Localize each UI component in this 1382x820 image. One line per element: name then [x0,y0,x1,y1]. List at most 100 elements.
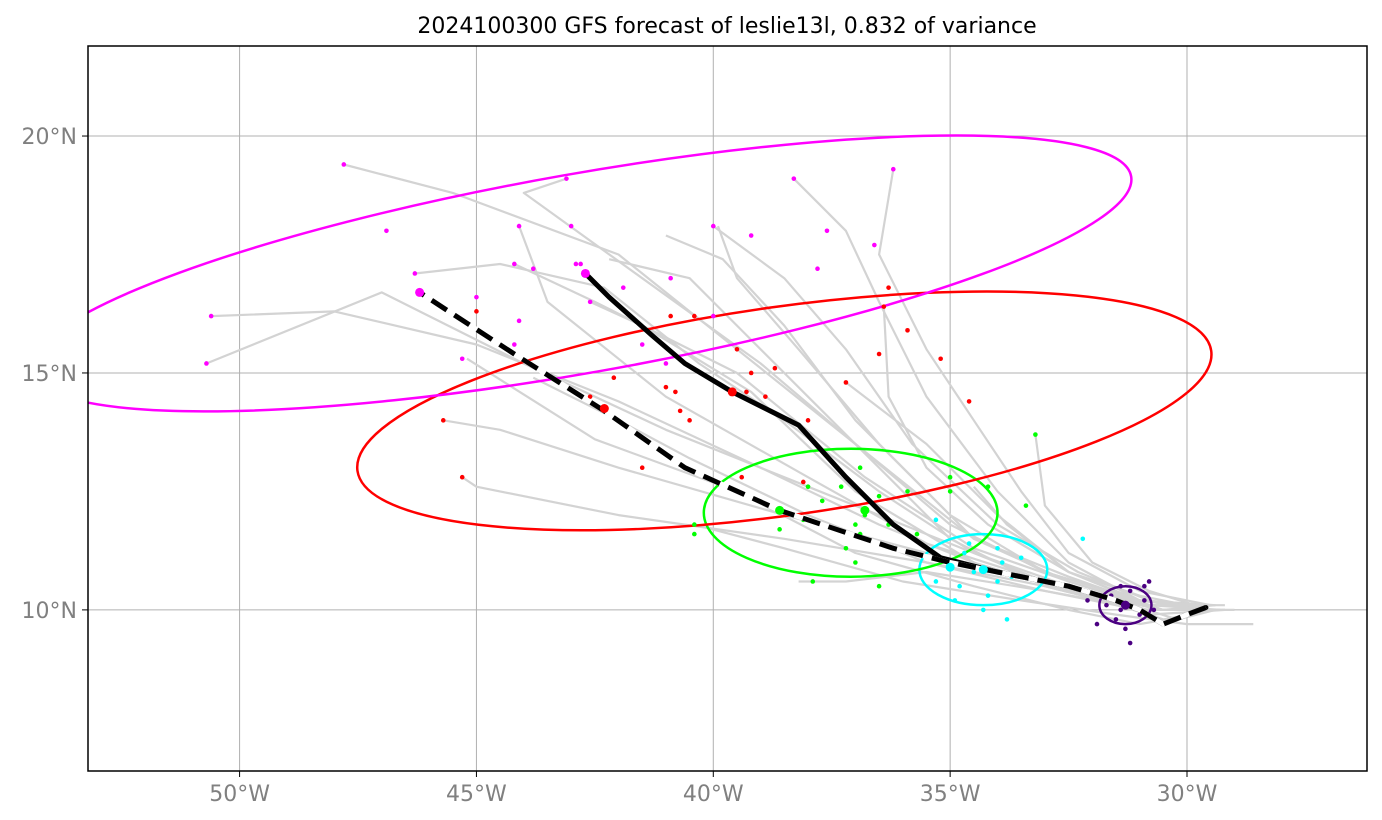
mean-position-marker [860,505,870,515]
ensemble-point-t1 [1104,602,1109,608]
ensemble-point-t2 [1004,617,1010,622]
ensemble-track-line [878,169,1211,607]
ensemble-point-t5 [578,261,583,267]
ensemble-point-t4 [881,304,887,309]
y-tick-label: 15°N [22,362,77,387]
ensemble-point-t3 [819,498,825,504]
mean-position-marker [945,562,955,572]
ensemble-point-t5 [890,166,896,172]
mean-position-marker [978,565,988,575]
ensemble-point-t4 [905,328,910,333]
x-tick-label: 30°W [1157,782,1218,807]
ensemble-point-t4 [843,380,849,385]
ensemble-point-t5 [710,223,716,229]
ensemble-point-t3 [947,489,953,494]
ensemble-point-t4 [800,479,806,485]
ensemble-point-t4 [440,418,446,423]
uncertainty-ellipse-t4 [355,290,1213,532]
ensemble-track-line [343,163,1216,611]
ensemble-point-t4 [474,309,479,314]
ensemble-point-t2 [971,569,977,575]
ensemble-track-line [882,306,1221,611]
ensemble-point-t4 [611,375,617,380]
ensemble-point-t5 [204,361,209,366]
ensemble-point-t3 [810,579,816,584]
mean-position-marker [775,505,785,515]
ensemble-track-line [414,262,1235,611]
ensemble-point-t5 [824,228,830,234]
x-tick-label: 35°W [920,782,981,807]
ensemble-point-t3 [985,484,991,489]
uncertainty-ellipse-t5 [88,134,1133,413]
ensemble-point-t4 [763,394,768,399]
ensemble-point-t2 [933,579,939,584]
ensemble-point-t3 [1023,503,1029,508]
ensemble-track-line [694,523,1254,626]
mean-position-marker [599,404,609,413]
ensemble-point-t4 [938,356,943,362]
ensemble-point-t1 [1085,598,1090,603]
mean-position-marker [415,287,425,297]
ensemble-point-t3 [777,527,782,532]
ensemble-point-t5 [663,361,669,366]
x-tick-label: 50°W [209,782,270,807]
ensemble-point-t2 [981,607,986,613]
ensemble-point-t4 [677,408,683,414]
mean-track-dashed-line [418,290,1207,627]
ensemble-point-t5 [815,266,820,272]
ensemble-point-t5 [872,242,877,248]
axis-ticks: 50°W 45°W 40°W 35°W 30°W 10°N 15°N 20°N [22,125,1218,807]
ensemble-point-t3 [853,560,858,565]
ensemble-track-line [793,177,1211,607]
ensemble-track-line [1034,434,1212,611]
ensemble-point-t5 [668,275,673,281]
ensemble-point-t2 [966,541,972,546]
ensemble-point-t1 [1127,640,1133,646]
ensemble-point-t3 [838,484,844,489]
ensemble-point-t1 [1142,598,1147,603]
uncertainty-ellipse-t3 [702,447,999,578]
ensemble-point-t2 [995,579,1000,584]
ensemble-point-t5 [384,228,389,234]
ensemble-point-t4 [966,399,972,404]
ensemble-point-t3 [876,583,882,589]
ensemble-point-t4 [748,370,754,376]
mean-position-marker [1120,600,1130,610]
ensemble-point-t1 [1151,607,1157,613]
ensemble-point-t3 [853,522,858,527]
ensemble-point-t4 [734,346,740,352]
ensemble-point-t4 [587,394,593,399]
ensemble-point-t5 [791,176,797,181]
ensemble-point-t1 [1123,626,1128,632]
mean-position-marker [727,387,737,397]
ensemble-point-t3 [914,531,920,537]
ensemble-point-t1 [1094,621,1100,627]
ensemble-track-line [518,225,1211,607]
ensemble-point-t4 [459,474,465,480]
ensemble-point-t5 [564,176,569,181]
ensemble-point-t5 [516,223,522,229]
ensemble-point-t5 [620,285,626,290]
ensemble-point-t3 [947,474,953,480]
mean-track-solid-line [582,271,1209,627]
ensemble-point-t4 [639,465,645,471]
ensemble-point-t2 [1018,555,1024,561]
ensemble-point-t5 [474,294,479,300]
ensemble-point-t3 [805,484,811,489]
ensemble-point-t5 [748,233,754,238]
ensemble-point-t5 [639,342,645,347]
ensemble-point-t1 [1113,617,1119,622]
ensemble-point-t1 [1118,583,1123,589]
ensemble-point-t4 [687,418,692,423]
ensemble-point-t2 [999,560,1005,565]
ensemble-point-t4 [692,313,697,319]
plot-frame [87,45,1368,772]
ensemble-point-t1 [1127,588,1133,594]
ensemble-point-t2 [1080,536,1086,542]
ensemble-point-t5 [568,223,574,229]
ensemble-point-t2 [933,517,939,523]
ensemble-point-t3 [1033,432,1038,437]
ensemble-point-t3 [692,531,697,537]
ensemble-point-t4 [876,351,882,357]
